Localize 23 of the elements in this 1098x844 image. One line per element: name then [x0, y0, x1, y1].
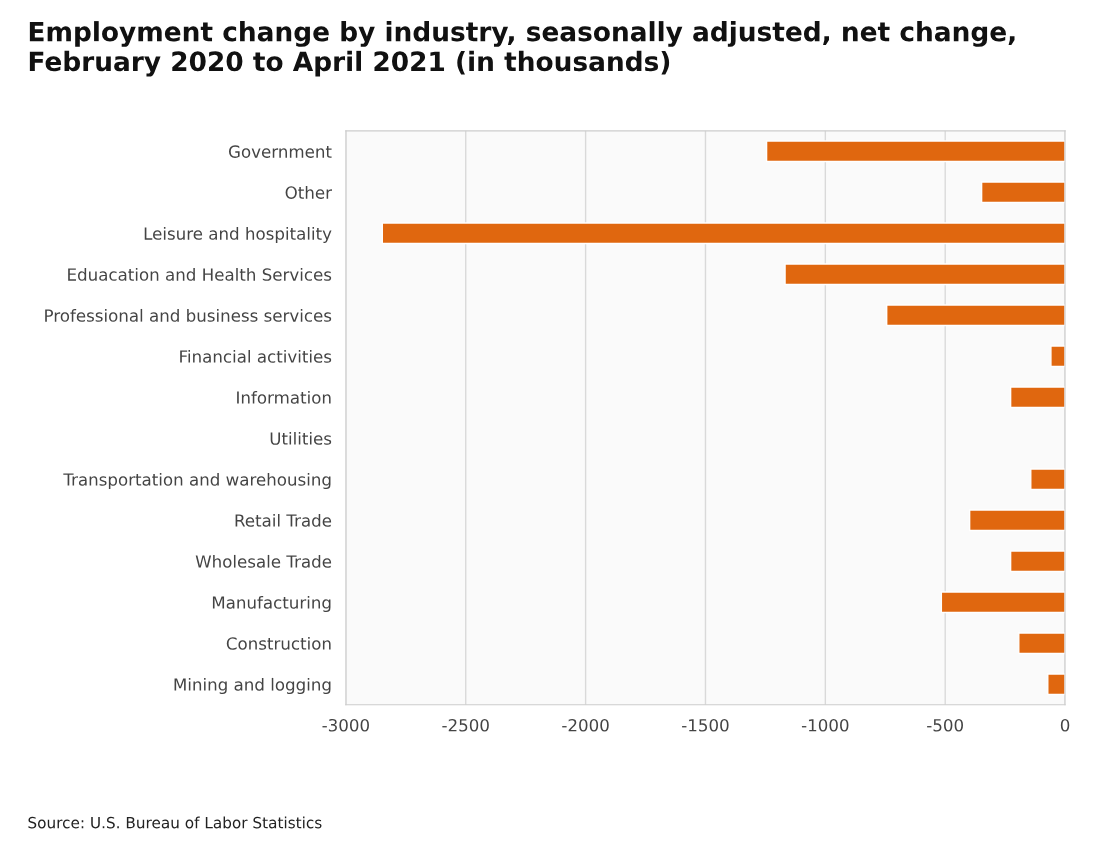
y-tick-label: Information	[237, 390, 331, 404]
x-tick-label: 0	[1060, 718, 1070, 732]
chart-title: Employment change by industry, seasonally adjusted, net change, February 2020 to April 2021 (in thousands)	[29, 21, 1015, 77]
x-tick-label: -2000	[562, 718, 609, 732]
y-tick-label: Financial activities	[180, 349, 332, 363]
y-tick-label: Utilities	[270, 431, 332, 445]
x-tick-label: -2500	[442, 718, 489, 732]
x-tick-label: -500	[927, 718, 963, 732]
y-tick-label: Professional and business services	[45, 308, 332, 322]
y-tick-label: Eduacation and Health Services	[68, 267, 332, 281]
x-tick-label: -1000	[801, 718, 849, 732]
y-tick-label: Retail Trade	[235, 513, 332, 527]
x-tick-label: -3000	[322, 718, 369, 732]
y-tick-label: Transportation and warehousing	[63, 472, 331, 490]
y-tick-label: Wholesale Trade	[195, 554, 332, 568]
y-tick-label: Construction	[226, 636, 331, 650]
x-tick-label: -1500	[682, 718, 729, 732]
source-note: Source: U.S. Bureau of Labor Statistics	[28, 816, 322, 829]
y-tick-label: Manufacturing	[212, 595, 331, 613]
y-tick-label: Leisure and hospitality	[144, 226, 332, 244]
y-tick-label: Other	[285, 185, 332, 199]
y-tick-label: Government	[228, 145, 332, 158]
y-tick-label: Mining and logging	[174, 677, 331, 695]
